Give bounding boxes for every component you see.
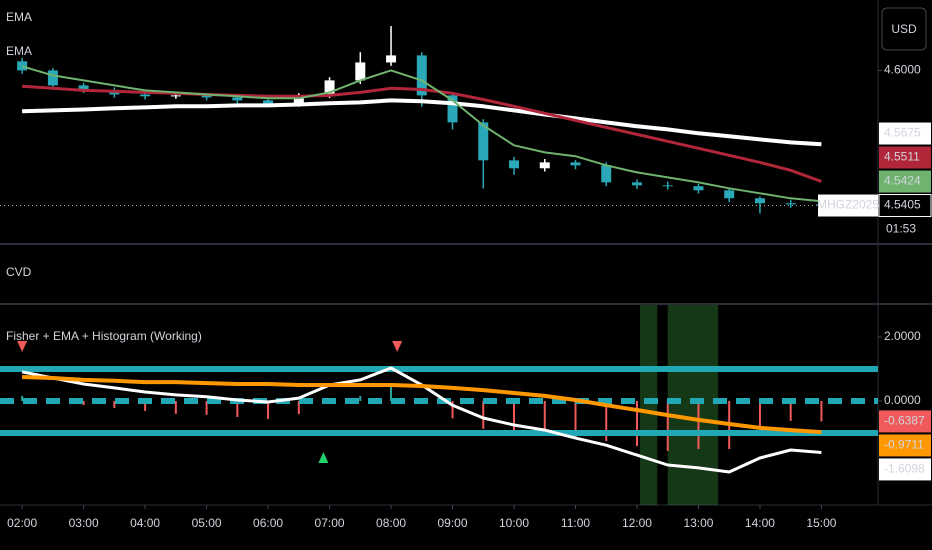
price-tag bbox=[879, 122, 931, 145]
price-tag bbox=[879, 170, 931, 193]
candle-body bbox=[478, 122, 489, 161]
y-tick-label: 4.6000 bbox=[884, 63, 921, 77]
candle-body bbox=[170, 95, 181, 97]
y-tick-label: 2.0000 bbox=[884, 329, 921, 343]
symbol-label: MHGZ2025 bbox=[817, 198, 879, 212]
sell-signal bbox=[392, 341, 403, 352]
x-tick-label: 07:00 bbox=[315, 516, 345, 530]
x-tick-label: 08:00 bbox=[376, 516, 406, 530]
price-tag bbox=[879, 146, 931, 169]
price-tag bbox=[879, 410, 931, 433]
series-line bbox=[22, 84, 822, 183]
candle-body bbox=[416, 55, 427, 96]
histogram-bar bbox=[359, 395, 362, 401]
candle-body bbox=[17, 61, 28, 71]
shaded-range bbox=[640, 305, 658, 505]
x-tick-label: 10:00 bbox=[499, 516, 529, 530]
countdown-label: 01:53 bbox=[886, 222, 916, 236]
x-tick-label: 09:00 bbox=[438, 516, 468, 530]
x-tick-label: 12:00 bbox=[622, 516, 652, 530]
histogram-bar bbox=[113, 401, 116, 409]
histogram-bar bbox=[789, 401, 792, 421]
candle-body bbox=[693, 186, 704, 191]
histogram-bar bbox=[205, 401, 208, 415]
histogram-bar bbox=[297, 401, 300, 415]
candle-body bbox=[601, 165, 612, 183]
histogram-bar bbox=[697, 401, 700, 449]
histogram-bar bbox=[390, 384, 393, 401]
x-tick-label: 15:00 bbox=[806, 516, 836, 530]
histogram-bar bbox=[482, 401, 485, 429]
candle-body bbox=[386, 55, 397, 63]
candle-body bbox=[355, 62, 366, 81]
price-tag-label: 4.5675 bbox=[884, 126, 921, 140]
shaded-range bbox=[667, 305, 719, 505]
y-tick-label: 0.0000 bbox=[884, 393, 921, 407]
histogram-bar bbox=[543, 401, 546, 436]
histogram-bar bbox=[21, 395, 24, 401]
x-tick-label: 03:00 bbox=[69, 516, 99, 530]
candle-body bbox=[539, 162, 550, 169]
candle-body bbox=[570, 162, 581, 166]
currency-label: USD bbox=[891, 22, 917, 36]
price-tag-label: 4.5405 bbox=[884, 198, 921, 212]
price-tag-label: -0.9711 bbox=[884, 438, 924, 452]
x-tick-label: 05:00 bbox=[192, 516, 222, 530]
histogram-bar bbox=[174, 401, 177, 414]
price-tag-label: -0.6387 bbox=[884, 414, 925, 428]
legend-label: EMA bbox=[6, 10, 32, 24]
histogram-bar bbox=[236, 401, 239, 417]
price-tag bbox=[878, 194, 932, 218]
histogram-bar bbox=[635, 401, 638, 447]
x-tick-label: 11:00 bbox=[561, 516, 590, 530]
histogram-bar bbox=[144, 401, 147, 411]
series-line bbox=[21, 65, 822, 203]
candle-body bbox=[447, 95, 458, 123]
symbol-tag bbox=[818, 194, 878, 217]
candle-body bbox=[78, 85, 89, 91]
x-tick-label: 06:00 bbox=[253, 516, 283, 530]
candle-body bbox=[785, 203, 796, 205]
candle-body bbox=[631, 182, 642, 186]
series-line bbox=[22, 98, 822, 147]
pane-title: Fisher + EMA + Histogram (Working) bbox=[6, 329, 202, 343]
price-tag-label: -1.6098 bbox=[884, 462, 925, 476]
price-tag bbox=[879, 434, 931, 457]
histogram-bar bbox=[451, 401, 454, 419]
histogram-bar bbox=[82, 401, 85, 406]
legend-label: EMA bbox=[6, 44, 32, 58]
histogram-bar bbox=[267, 401, 270, 419]
candle-body bbox=[724, 190, 735, 199]
histogram-bar bbox=[513, 401, 516, 433]
series-line bbox=[22, 375, 822, 435]
histogram-bar bbox=[758, 401, 761, 432]
x-tick-label: 02:00 bbox=[7, 516, 37, 530]
histogram-bar bbox=[605, 401, 608, 441]
histogram-bar bbox=[574, 401, 577, 440]
pane-title: CVD bbox=[6, 265, 32, 279]
price-tag-label: 4.5511 bbox=[884, 150, 920, 164]
histogram-bar bbox=[820, 401, 823, 422]
candle-body bbox=[754, 198, 765, 204]
buy-signal bbox=[318, 452, 329, 463]
x-tick-label: 04:00 bbox=[130, 516, 160, 530]
candle-body bbox=[140, 94, 151, 97]
candle-body bbox=[324, 80, 335, 96]
price-tag bbox=[879, 458, 931, 481]
candle-body bbox=[263, 100, 274, 105]
candle-body bbox=[47, 70, 58, 86]
candle-body bbox=[293, 95, 304, 105]
candle-body bbox=[232, 97, 243, 101]
candle-body bbox=[662, 185, 673, 187]
price-tag-label: 4.5424 bbox=[884, 174, 921, 188]
x-tick-label: 14:00 bbox=[745, 516, 775, 530]
currency-button[interactable] bbox=[881, 7, 927, 51]
histogram-bar bbox=[666, 401, 669, 451]
x-tick-label: 13:00 bbox=[683, 516, 713, 530]
sell-signal bbox=[17, 341, 28, 352]
candle-body bbox=[201, 95, 212, 98]
candle-body bbox=[509, 160, 520, 169]
